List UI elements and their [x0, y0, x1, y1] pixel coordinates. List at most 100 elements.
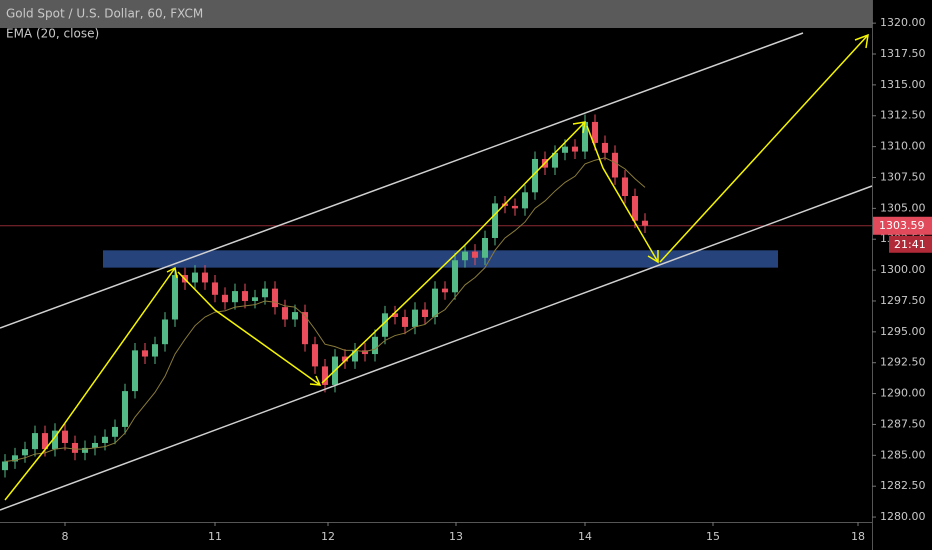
- candle-body: [492, 203, 498, 238]
- candle-body: [642, 220, 648, 226]
- y-tick-label: 1295.00: [880, 325, 926, 338]
- arrowhead: [854, 33, 869, 49]
- y-tick-label: 1310.00: [880, 140, 926, 153]
- candle-body: [22, 449, 28, 456]
- candle-body: [252, 297, 258, 301]
- candle-body: [612, 152, 618, 178]
- y-tick-label: 1300.00: [880, 263, 926, 276]
- candle-body: [372, 336, 378, 355]
- candle-body: [582, 121, 588, 152]
- channel-upper: [0, 32, 804, 329]
- y-tick-label: 1297.50: [880, 294, 926, 307]
- candle-body: [442, 288, 448, 293]
- candle-body: [162, 319, 168, 345]
- candle-body: [272, 288, 278, 308]
- candle-body: [32, 433, 38, 450]
- arrowhead: [309, 375, 322, 386]
- x-tick-label: 18: [851, 530, 865, 543]
- candle-body: [282, 307, 288, 320]
- candle-body: [132, 350, 138, 392]
- y-tick-label: 1280.00: [880, 510, 926, 523]
- candle-body: [62, 430, 68, 443]
- countdown-label: 21:41: [894, 238, 926, 251]
- candle-body: [112, 426, 118, 437]
- candle-body: [12, 455, 18, 462]
- candle-body: [1, 461, 8, 471]
- candle-body: [92, 442, 98, 448]
- header-bar: [0, 0, 872, 28]
- x-tick-label: 14: [578, 530, 592, 543]
- candle-body: [462, 251, 468, 261]
- candle-body: [192, 272, 198, 283]
- arrowhead: [166, 266, 178, 279]
- x-tick-label: 8: [62, 530, 69, 543]
- candle-body: [222, 294, 228, 303]
- x-tick-label: 13: [449, 530, 463, 543]
- axes: 1280.00 1282.50 1285.00 1287.50 1290.00 1292.…: [62, 16, 932, 543]
- candle-body: [572, 146, 578, 152]
- arrow-up-2: [321, 121, 586, 384]
- plot-area: [0, 114, 872, 478]
- candle-body: [562, 146, 568, 153]
- candle-body: [212, 282, 218, 295]
- y-tick-label: 1290.00: [880, 387, 926, 400]
- channel-lower: [0, 185, 873, 511]
- candle-body: [482, 237, 488, 258]
- arrow-down-2: [586, 125, 659, 263]
- candle-body: [532, 158, 538, 193]
- candle-body: [622, 177, 628, 197]
- y-tick-label: 1282.50: [880, 479, 926, 492]
- indicator-label: EMA (20, close): [6, 27, 99, 41]
- y-tick-label: 1312.50: [880, 109, 926, 122]
- x-tick-label: 11: [208, 530, 222, 543]
- chart-title: Gold Spot / U.S. Dollar, 60, FXCM: [6, 7, 203, 21]
- candle-body: [422, 309, 428, 318]
- arrows: [4, 33, 869, 501]
- candle-body: [142, 350, 148, 357]
- candle-body: [42, 433, 48, 450]
- candle-body: [172, 275, 178, 320]
- x-tick-label: 15: [706, 530, 720, 543]
- candle-body: [322, 366, 328, 385]
- candle-body: [452, 260, 458, 293]
- candle-body: [432, 288, 438, 318]
- candle-body: [602, 142, 608, 153]
- candle-body: [312, 344, 318, 367]
- candle-body: [472, 251, 478, 258]
- candle-body: [152, 344, 158, 357]
- candle-body: [592, 121, 598, 143]
- y-tick-label: 1307.50: [880, 170, 926, 183]
- candle-body: [262, 288, 268, 298]
- y-tick-label: 1315.00: [880, 78, 926, 91]
- candle-body: [412, 309, 418, 327]
- candle-body: [382, 313, 388, 337]
- candle-body: [632, 196, 638, 221]
- candle-body: [242, 291, 248, 301]
- candle-body: [342, 356, 348, 362]
- candle-body: [512, 205, 518, 209]
- arrow-up-1: [4, 267, 176, 501]
- candle-body: [122, 391, 128, 427]
- x-tick-label: 12: [321, 530, 335, 543]
- last-price-label: 1303.59: [879, 219, 925, 232]
- candle-body: [392, 313, 398, 318]
- candle-body: [522, 192, 528, 209]
- candle-body: [102, 436, 108, 443]
- candle-body: [352, 350, 358, 362]
- candle-body: [52, 430, 58, 450]
- candle-body: [202, 272, 208, 283]
- candle-body: [72, 442, 78, 453]
- candle-body: [232, 291, 238, 303]
- arrow-down-1: [177, 271, 321, 386]
- arrowhead: [647, 250, 659, 264]
- y-tick-label: 1317.50: [880, 47, 926, 60]
- candle-body: [292, 312, 298, 320]
- candle-body: [302, 312, 308, 345]
- y-tick-label: 1292.50: [880, 356, 926, 369]
- y-tick-label: 1285.00: [880, 448, 926, 461]
- countdown-badge: [889, 235, 932, 253]
- candle-body: [82, 447, 88, 453]
- ema-line: [4, 157, 646, 462]
- y-tick-label: 1305.00: [880, 201, 926, 214]
